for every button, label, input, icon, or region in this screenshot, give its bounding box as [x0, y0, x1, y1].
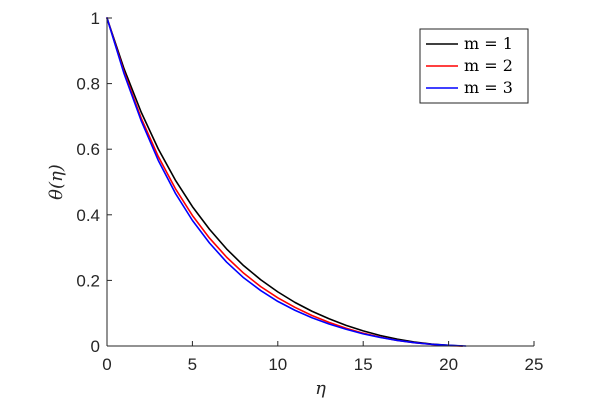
x-tick-label: 20: [439, 355, 458, 374]
series-line-m3: [106, 17, 467, 347]
series-line-m1: [106, 17, 464, 347]
legend-label-m1: m = 1: [464, 34, 513, 53]
x-tick-label: 25: [525, 355, 544, 374]
y-tick-label: 0: [91, 337, 100, 356]
x-tick-label: 0: [102, 355, 111, 374]
x-tick-label: 15: [354, 355, 373, 374]
x-tick-label: 10: [268, 355, 287, 374]
y-axis-label: θ(η): [46, 164, 67, 200]
y-tick-label: 0.6: [76, 140, 100, 159]
y-tick-label: 0.2: [76, 271, 100, 290]
y-tick-label: 1: [91, 9, 100, 28]
x-tick-label: 5: [188, 355, 197, 374]
y-axis-label-text: θ(η): [46, 164, 67, 200]
legend-label-m2: m = 2: [464, 56, 513, 75]
y-tick-label: 0.8: [76, 75, 100, 94]
axes-layer: [106, 18, 534, 347]
x-axis-label: η: [315, 378, 326, 399]
series-layer: [106, 17, 467, 347]
legend: m = 1 m = 2 m = 3: [419, 28, 529, 104]
y-tick-label: 0.4: [76, 206, 100, 225]
ticks-layer: 0 5 10 15 20 25 0 0.2 0.4 0.6 0.8 1: [76, 9, 543, 374]
legend-label-m3: m = 3: [464, 78, 513, 97]
